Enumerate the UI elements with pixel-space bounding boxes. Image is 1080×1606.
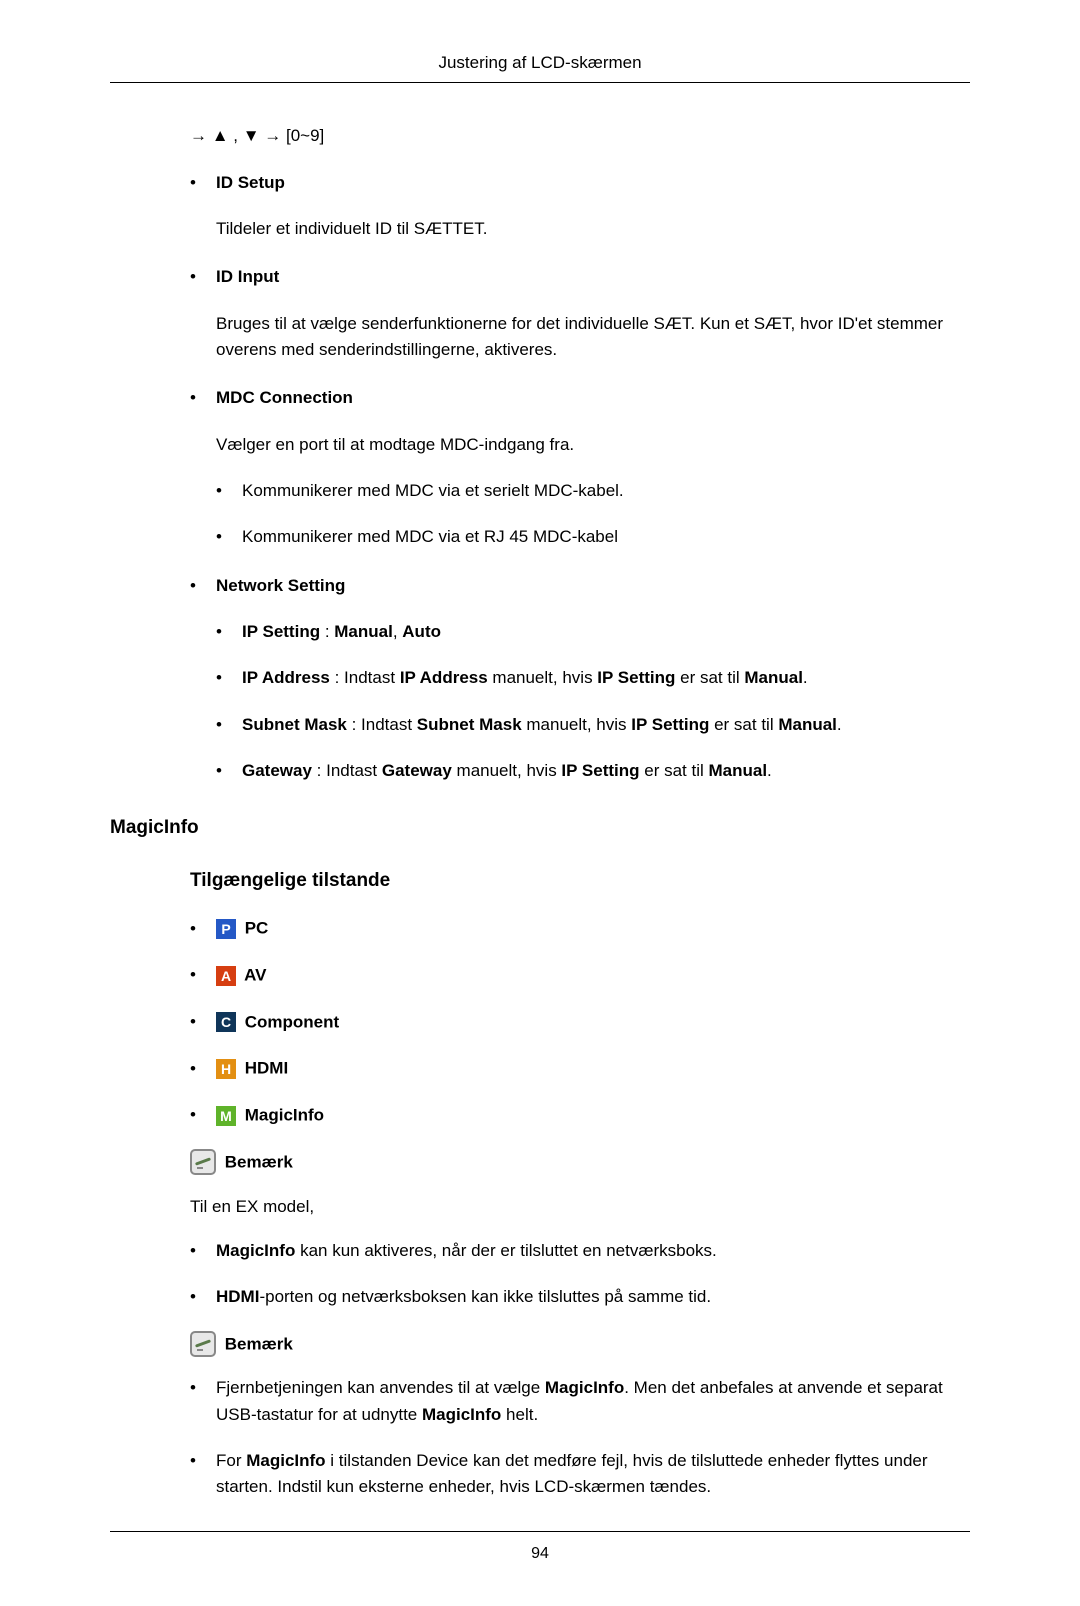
- mode-letter-icon: M: [216, 1106, 236, 1126]
- settings-item: ID Input Bruges til at vælge senderfunkti…: [190, 264, 970, 363]
- mode-letter-icon: C: [216, 1012, 236, 1032]
- network-sub-item: IP Setting : Manual, Auto: [216, 619, 970, 645]
- modes-heading: Tilgængelige tilstande: [190, 866, 970, 895]
- network-sub-item: Gateway : Indtast Gateway manuelt, hvis …: [216, 758, 970, 784]
- note-item: HDMI-porten og netværksboksen kan ikke t…: [190, 1284, 970, 1310]
- settings-item-label: MDC Connection: [216, 388, 353, 407]
- mode-name: AV: [240, 965, 266, 984]
- mode-letter-icon: P: [216, 919, 236, 939]
- notes-list-2: Fjernbetjeningen kan anvendes til at væl…: [190, 1375, 970, 1500]
- settings-item-desc: Bruges til at vælge senderfunktionerne f…: [216, 311, 970, 364]
- sub-list: Kommunikerer med MDC via et serielt MDC-…: [216, 478, 970, 551]
- note-icon: [190, 1149, 216, 1175]
- note-icon: [190, 1331, 216, 1357]
- note-label: Bemærk: [225, 1152, 293, 1171]
- ex-model-intro: Til en EX model,: [190, 1194, 970, 1220]
- network-sub-list: IP Setting : Manual, Auto IP Address : In…: [216, 619, 970, 784]
- note-item: Fjernbetjeningen kan anvendes til at væl…: [190, 1375, 970, 1428]
- note-item: MagicInfo kan kun aktiveres, når der er …: [190, 1238, 970, 1264]
- settings-list: ID Setup Tildeler et individuelt ID til S…: [190, 170, 970, 785]
- mode-name: HDMI: [240, 1059, 288, 1078]
- mode-item: M MagicInfo: [190, 1102, 970, 1129]
- magicinfo-heading: MagicInfo: [110, 813, 970, 842]
- settings-item-label: Network Setting: [216, 576, 345, 595]
- page-header: Justering af LCD-skærmen: [110, 50, 970, 83]
- settings-item: ID Setup Tildeler et individuelt ID til S…: [190, 170, 970, 243]
- mode-name: MagicInfo: [240, 1105, 324, 1124]
- note-heading-1: Bemærk: [190, 1149, 970, 1176]
- mode-letter-icon: A: [216, 966, 236, 986]
- settings-item: MDC Connection Vælger en port til at modt…: [190, 385, 970, 550]
- network-sub-item: IP Address : Indtast IP Address manuelt,…: [216, 665, 970, 691]
- settings-item: Network Setting IP Setting : Manual, Auto…: [190, 573, 970, 785]
- settings-item-desc: Vælger en port til at modtage MDC-indgan…: [216, 432, 970, 458]
- note-item: For MagicInfo i tilstanden Device kan de…: [190, 1448, 970, 1501]
- mode-item: P PC: [190, 915, 970, 942]
- settings-item-label: ID Setup: [216, 173, 285, 192]
- note-heading-2: Bemærk: [190, 1331, 970, 1358]
- modes-list: P PC A AV C Component H HDMI M MagicInfo: [190, 915, 970, 1128]
- settings-item-desc: Tildeler et individuelt ID til SÆTTET.: [216, 216, 970, 242]
- ex-notes-list: MagicInfo kan kun aktiveres, når der er …: [190, 1238, 970, 1311]
- note-label: Bemærk: [225, 1334, 293, 1353]
- mode-item: A AV: [190, 962, 970, 989]
- mode-name: Component: [240, 1012, 339, 1031]
- sub-item: Kommunikerer med MDC via et RJ 45 MDC-ka…: [216, 524, 970, 550]
- mode-item: H HDMI: [190, 1055, 970, 1082]
- settings-item-label: ID Input: [216, 267, 279, 286]
- arrow-nav-text: → ▲ , ▼ → [0~9]: [190, 123, 970, 149]
- mode-letter-icon: H: [216, 1059, 236, 1079]
- mode-item: C Component: [190, 1009, 970, 1036]
- network-sub-item: Subnet Mask : Indtast Subnet Mask manuel…: [216, 712, 970, 738]
- sub-item: Kommunikerer med MDC via et serielt MDC-…: [216, 478, 970, 504]
- page-number: 94: [110, 1531, 970, 1567]
- mode-name: PC: [240, 919, 268, 938]
